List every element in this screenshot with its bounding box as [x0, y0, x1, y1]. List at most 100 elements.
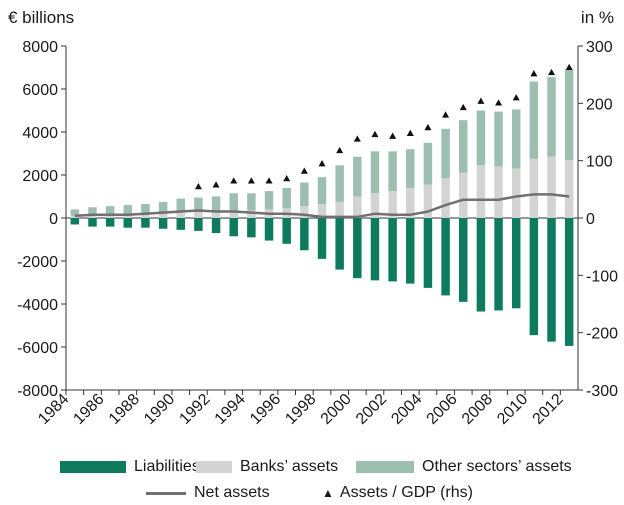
other-sectors-assets-bar	[105, 206, 115, 215]
legend-liabilities-label: Liabilities	[134, 458, 200, 475]
other-sectors-assets-bar	[194, 197, 203, 212]
liabilities-bar	[88, 218, 97, 227]
other-sectors-assets-bar	[459, 120, 468, 173]
banks-assets-bar	[317, 204, 327, 218]
other-sectors-assets-bar	[211, 196, 221, 212]
other-sectors-assets-bar	[353, 156, 362, 197]
left-tick-label: -6000	[17, 340, 58, 357]
banks-assets-bar	[529, 158, 539, 218]
banks-assets-bar	[70, 215, 80, 218]
liabilities-bar	[441, 218, 450, 296]
liabilities-bar	[494, 218, 503, 311]
banks-swatch	[196, 461, 232, 473]
other-sectors-assets-bar	[158, 201, 168, 214]
banks-assets-bar	[158, 213, 168, 218]
liabilities-bar	[300, 218, 309, 251]
net-assets-swatch	[146, 491, 186, 495]
x-tick-label: 2004	[388, 391, 425, 428]
liabilities-bar	[406, 218, 415, 284]
left-tick-label: -8000	[17, 383, 58, 400]
liabilities-bar	[335, 218, 344, 270]
other-sectors-assets-bar	[229, 193, 238, 211]
other-sectors-assets-bar	[300, 182, 309, 207]
liabilities-bar	[247, 218, 256, 238]
banks-assets-bar	[105, 214, 115, 218]
x-tick-label: 1990	[141, 391, 178, 428]
liabilities-bar	[176, 218, 185, 230]
banks-assets-bar	[511, 168, 521, 218]
right-tick-label: -200	[586, 326, 618, 343]
left-tick-label: 8000	[22, 39, 58, 56]
liabilities-bar	[511, 218, 521, 309]
liabilities-bar	[282, 218, 291, 244]
other-sectors-assets-bar	[494, 111, 503, 167]
other-sectors-assets-bar	[141, 204, 150, 214]
left-tick-label: 0	[49, 211, 58, 228]
liabilities-bar	[459, 218, 468, 302]
triangle-icon: ▲	[322, 486, 334, 500]
banks-assets-bar	[194, 211, 203, 218]
assets-gdp-marker	[495, 99, 503, 106]
x-tick-label: 2012	[530, 391, 567, 428]
liabilities-bar	[123, 218, 133, 228]
assets-gdp-marker	[283, 174, 291, 182]
assets-gdp-marker	[530, 70, 538, 77]
assets-gdp-marker	[406, 129, 414, 136]
assets-gdp-marker	[265, 177, 273, 184]
assets-gdp-marker	[442, 111, 450, 118]
legend-banks: Banks’ assets	[196, 458, 338, 476]
banks-assets-bar	[547, 156, 556, 218]
liabilities-bar	[70, 218, 80, 225]
tick-labels-layer: 80006000400020000-2000-4000-6000-8000300…	[17, 39, 618, 428]
legend-net-label: Net assets	[194, 484, 270, 501]
assets-gdp-marker	[389, 132, 397, 139]
x-tick-label: 1988	[106, 391, 143, 428]
other-sectors-swatch	[356, 461, 414, 473]
other-sectors-assets-bar	[511, 109, 521, 169]
other-sectors-assets-bar	[123, 205, 133, 214]
banks-assets-bar	[211, 211, 221, 218]
x-tick-label: 2006	[424, 391, 461, 428]
assets-gdp-marker	[459, 103, 467, 111]
x-tick-label: 1996	[247, 391, 284, 428]
assets-gdp-marker	[300, 167, 308, 174]
other-sectors-assets-bar	[247, 193, 256, 211]
assets-gdp-marker	[230, 177, 238, 184]
x-tick-label: 1998	[282, 391, 319, 428]
other-sectors-assets-bar	[564, 69, 574, 160]
banks-assets-bar	[229, 210, 238, 218]
assets-gdp-marker	[548, 68, 556, 76]
liabilities-bar	[317, 218, 327, 259]
liabilities-swatch	[60, 461, 126, 473]
legend-banks-label: Banks’ assets	[240, 458, 339, 475]
other-sectors-assets-bar	[317, 177, 327, 205]
liabilities-bar	[353, 218, 362, 279]
banks-assets-bar	[476, 165, 486, 218]
banks-assets-bar	[176, 212, 185, 218]
other-sectors-assets-bar	[529, 81, 539, 159]
legend-other: Other sectors’ assets	[356, 458, 572, 476]
right-tick-label: 100	[586, 154, 613, 171]
other-sectors-assets-bar	[176, 198, 185, 213]
right-axis-unit: in %	[580, 8, 614, 27]
other-sectors-assets-bar	[264, 191, 274, 210]
right-tick-label: 300	[586, 39, 613, 56]
liabilities-bar	[476, 218, 486, 312]
right-tick-label: 0	[586, 211, 595, 228]
net-assets-layer	[74, 193, 570, 219]
left-tick-label: 4000	[22, 125, 58, 142]
x-tick-label: 1994	[212, 391, 249, 428]
x-tick-label: 1986	[70, 391, 107, 428]
assets-gdp-marker	[353, 135, 361, 142]
liabilities-bar	[547, 218, 556, 342]
banks-assets-bar	[494, 166, 503, 218]
assets-gdp-marker	[212, 181, 220, 188]
banks-assets-bar	[335, 201, 344, 218]
banks-assets-bar	[459, 172, 468, 218]
liabilities-bar	[141, 218, 150, 228]
assets-gdp-marker	[247, 177, 255, 184]
banks-assets-bar	[88, 214, 97, 218]
assets-gdp-marker	[194, 182, 202, 190]
legend-gdp-label: Assets / GDP (rhs)	[339, 484, 473, 501]
